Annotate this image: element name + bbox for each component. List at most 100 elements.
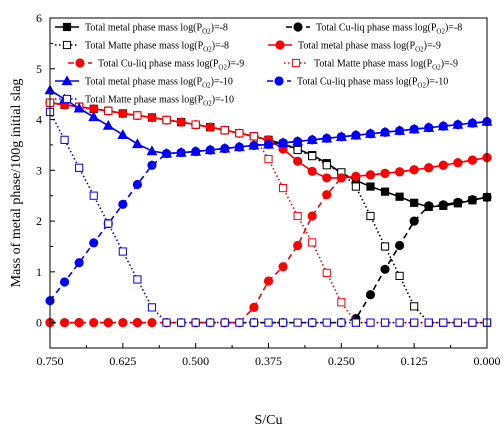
data-point <box>409 165 419 175</box>
x-tick-label: 0.000 <box>474 354 501 368</box>
legend-item: Total metal phase mass log(PO2)=-8 <box>55 23 228 36</box>
data-point <box>118 199 128 209</box>
data-point <box>468 318 477 327</box>
series-line <box>50 156 488 324</box>
data-point <box>307 166 317 176</box>
legend-label: Total metal phase mass log(PO2)=-8 <box>85 23 228 36</box>
data-point <box>220 318 229 327</box>
data-point <box>366 182 375 191</box>
series-9 <box>45 107 492 327</box>
data-point <box>132 179 142 190</box>
data-point <box>177 318 186 327</box>
data-point <box>263 276 274 286</box>
data-point <box>191 120 200 129</box>
legend-marker <box>62 22 72 32</box>
data-point <box>380 318 390 327</box>
data-point <box>131 138 143 149</box>
data-point <box>73 102 85 113</box>
series-2 <box>45 192 492 328</box>
y-tick-label: 0 <box>36 316 42 330</box>
data-point <box>395 271 404 281</box>
legend: Total metal phase mass log(PO2)=-8 Total … <box>55 22 462 108</box>
legend-item: Total Cu-liq phase mass log(PO2)=-9 <box>68 58 244 72</box>
data-point <box>409 216 419 226</box>
data-point <box>453 120 463 130</box>
data-point <box>264 155 273 164</box>
data-point <box>322 268 331 277</box>
legend-item: Total metal phase mass log(PO2)=-9 <box>268 40 441 54</box>
data-point <box>453 318 462 327</box>
data-point <box>59 277 70 287</box>
data-point <box>235 129 244 138</box>
data-point <box>220 126 229 135</box>
data-point <box>278 262 288 272</box>
data-point <box>365 170 376 180</box>
data-point <box>220 143 230 154</box>
legend-item: Total Cu-liq phase mass log(PO2)=-8 <box>286 22 462 36</box>
y-tick-label: 6 <box>36 11 42 25</box>
data-point <box>118 108 128 119</box>
data-point <box>75 163 84 172</box>
data-point <box>438 121 448 131</box>
data-point <box>103 318 113 328</box>
data-point <box>409 124 419 134</box>
data-point <box>308 151 317 161</box>
data-point <box>162 318 171 327</box>
data-point <box>395 240 405 251</box>
data-point <box>380 264 390 274</box>
data-point <box>74 258 84 268</box>
data-point <box>74 318 84 328</box>
data-point <box>162 115 171 125</box>
data-point <box>293 156 303 166</box>
data-point <box>147 318 157 328</box>
legend-marker <box>275 40 285 50</box>
data-point <box>88 111 100 122</box>
data-point <box>337 298 346 307</box>
y-tick-label: 4 <box>36 113 42 127</box>
data-point <box>395 318 404 327</box>
data-point <box>118 318 128 328</box>
data-point <box>89 318 99 328</box>
data-point <box>438 160 448 170</box>
data-point <box>307 135 317 145</box>
data-point <box>337 318 346 327</box>
data-point <box>278 138 288 148</box>
x-tick-label: 0.625 <box>109 354 136 368</box>
series-layer <box>44 84 493 328</box>
data-point <box>424 318 433 327</box>
legend-marker <box>274 76 284 86</box>
data-point <box>380 168 390 178</box>
data-point <box>453 197 463 207</box>
legend-label: Total metal phase mass log(PO2)=-10 <box>85 77 233 90</box>
data-point <box>366 211 375 221</box>
data-point <box>467 155 478 165</box>
data-point <box>133 111 142 120</box>
data-point <box>351 171 361 181</box>
data-point <box>336 132 346 142</box>
data-point <box>117 129 129 139</box>
data-point <box>176 147 186 158</box>
data-point <box>380 242 390 251</box>
x-tick-label: 0.375 <box>255 354 282 368</box>
legend-label: Total Matte phase mass log(PO2)=-9 <box>314 59 458 72</box>
data-point <box>395 167 405 177</box>
data-point <box>322 133 332 143</box>
data-point <box>424 201 434 211</box>
legend-label: Total Matte phase mass log(PO2)=-10 <box>85 95 234 108</box>
data-point <box>322 190 332 200</box>
legend-marker <box>291 58 301 68</box>
data-point <box>118 247 127 256</box>
legend-marker <box>293 22 303 32</box>
data-point <box>467 195 478 205</box>
data-point <box>249 132 259 141</box>
y-tick-label: 1 <box>36 265 42 279</box>
data-point <box>104 106 113 116</box>
data-point <box>147 160 157 170</box>
data-point <box>293 145 302 155</box>
data-point <box>395 126 405 136</box>
data-point <box>322 161 331 170</box>
legend-marker <box>75 58 85 68</box>
data-point <box>161 148 172 159</box>
data-point <box>249 302 259 312</box>
legend-marker <box>61 75 73 86</box>
